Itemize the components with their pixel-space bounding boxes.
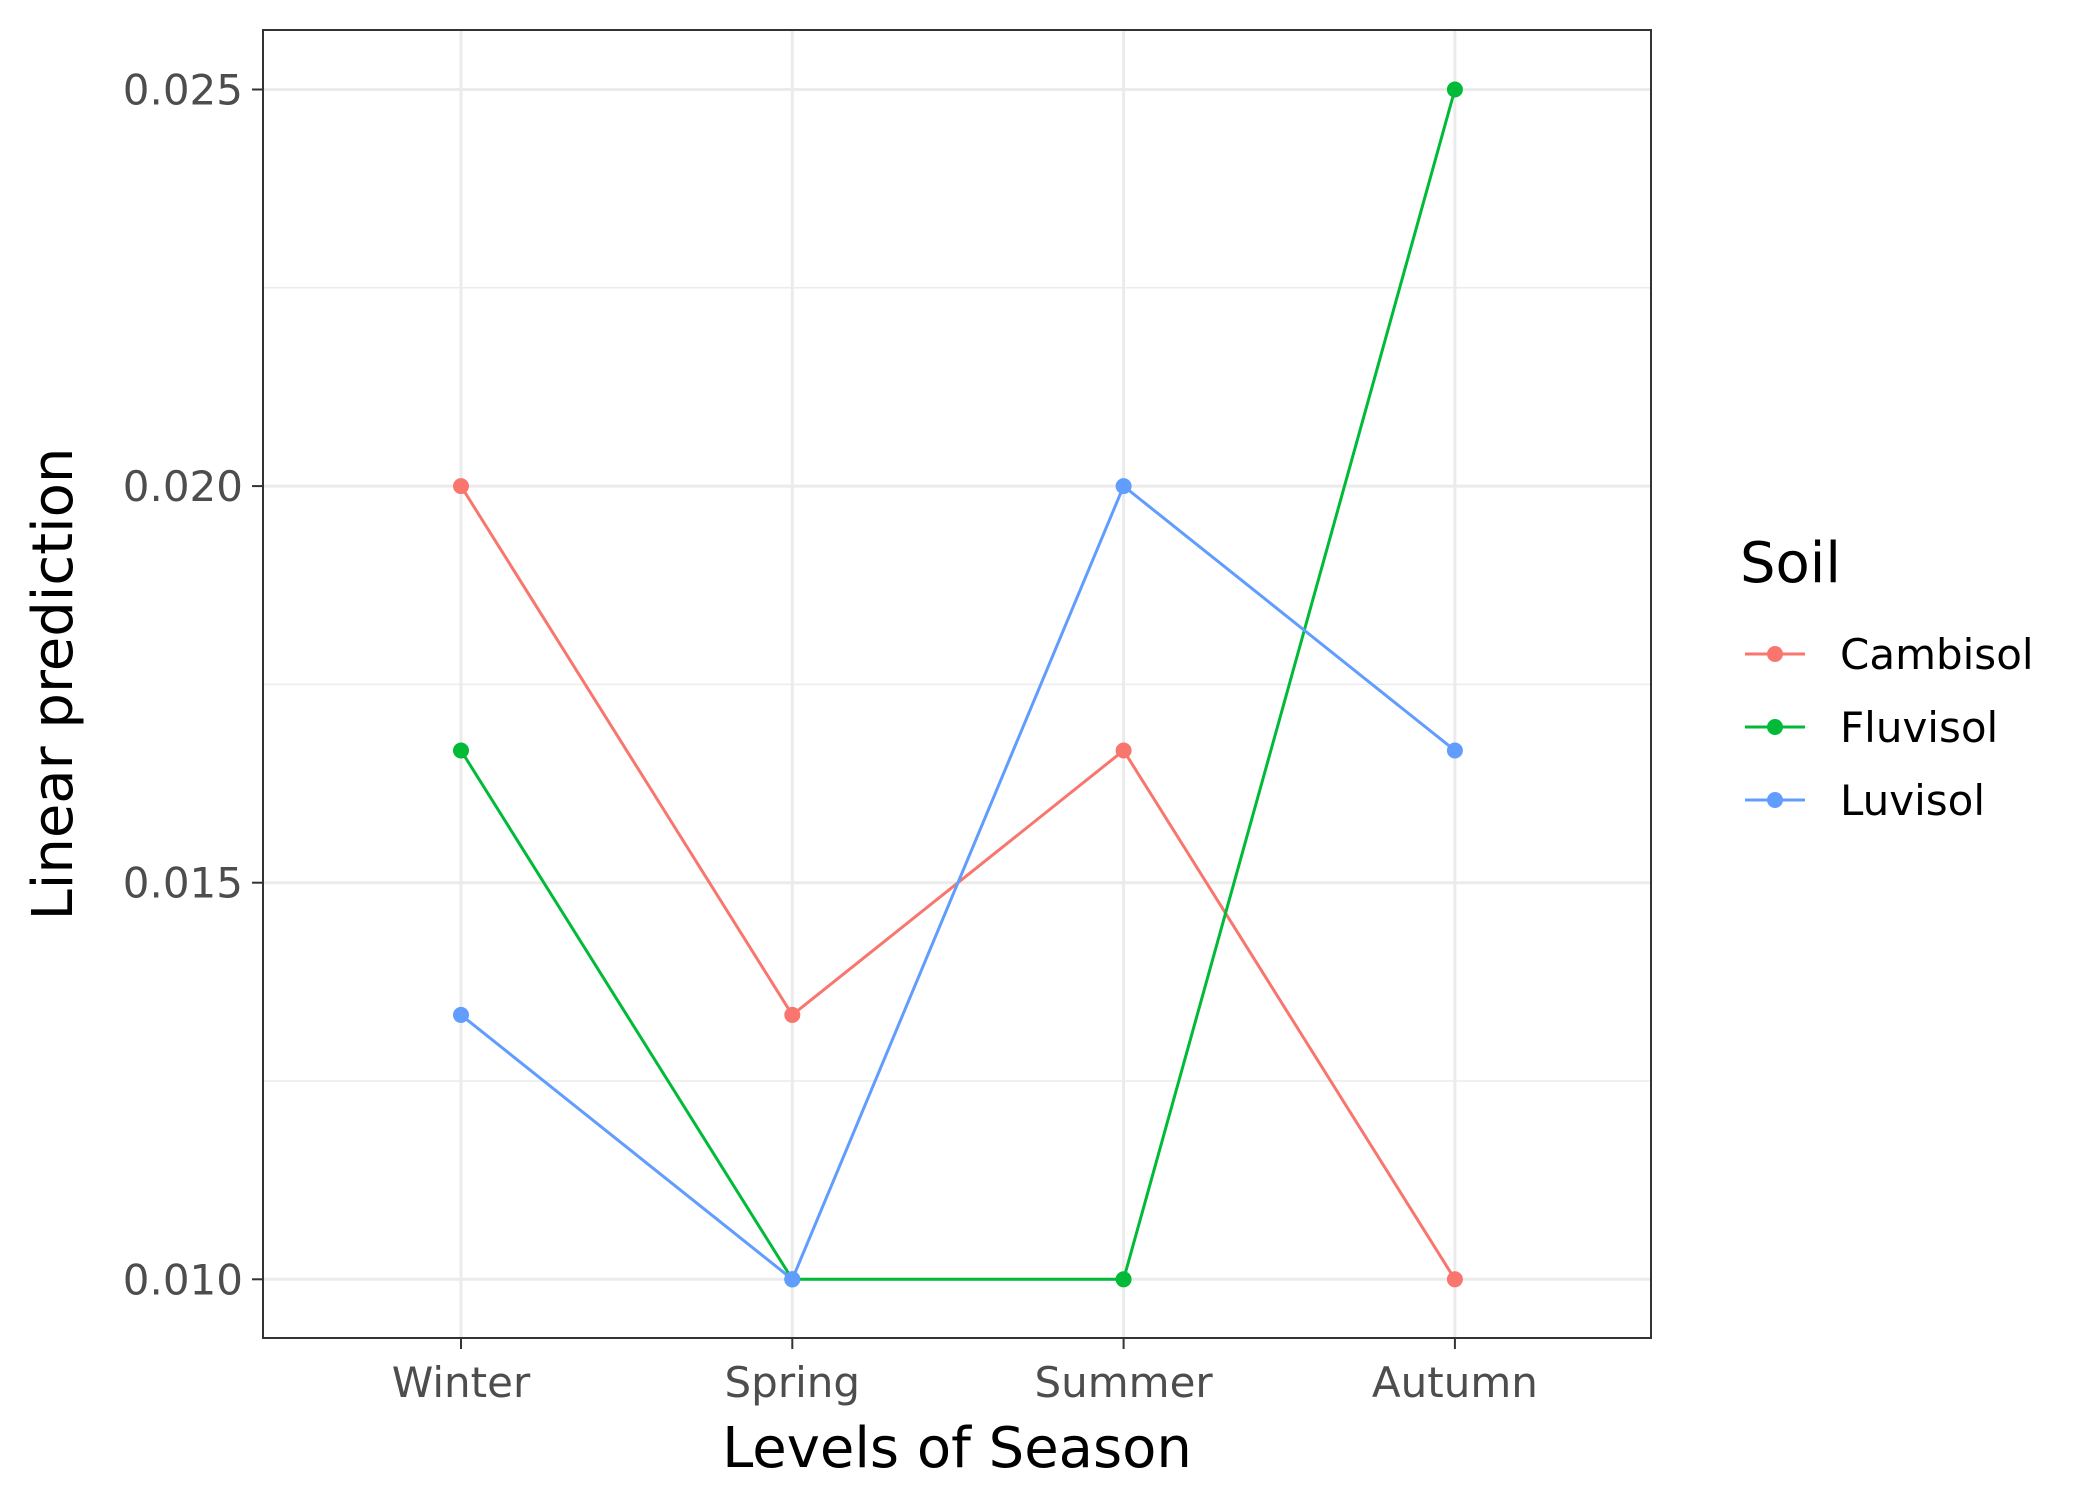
- x-tick-label: Winter: [392, 1358, 531, 1407]
- data-point-fluvisol: [1446, 81, 1463, 98]
- data-point-fluvisol: [453, 742, 469, 759]
- plot-panel-border: [262, 29, 1652, 1339]
- legend-key-point-fluvisol: [1767, 719, 1783, 735]
- axes: 0.010 0.015 0.020 0.025 Winter Spring Summer Au…: [123, 65, 1538, 1407]
- legend-title: Soil: [1740, 531, 1841, 596]
- legend-label-fluvisol: Fluvisol: [1840, 703, 1998, 752]
- y-axis-title: Linear prediction: [21, 448, 86, 921]
- data-point-cambisol: [453, 478, 469, 495]
- data-point-luvisol: [784, 1271, 801, 1288]
- x-axis-title: Levels of Season: [722, 1416, 1192, 1481]
- x-tick-label: Autumn: [1372, 1358, 1538, 1407]
- legend-key-point-cambisol: [1767, 646, 1783, 662]
- data-point-cambisol: [1446, 1271, 1463, 1288]
- y-tick-label: 0.010: [123, 1255, 243, 1304]
- series-points: [453, 81, 1463, 1288]
- data-point-cambisol: [1115, 742, 1132, 759]
- grid-lines: [263, 30, 1651, 1338]
- data-point-luvisol: [1115, 478, 1132, 495]
- y-tick-label: 0.025: [123, 65, 243, 114]
- series-line-fluvisol: [459, 89, 1457, 1281]
- y-tick-label: 0.015: [123, 859, 243, 908]
- series-lines: [459, 89, 1457, 1282]
- legend-label-cambisol: Cambisol: [1840, 630, 2034, 679]
- data-point-cambisol: [784, 1006, 801, 1023]
- legend-key-point-luvisol: [1767, 792, 1783, 808]
- x-tick-label: Summer: [1034, 1358, 1213, 1407]
- legend: Soil Cambisol Fluvisol Luvisol: [1740, 531, 2034, 825]
- x-tick-label: Spring: [725, 1358, 861, 1407]
- data-point-fluvisol: [1115, 1271, 1132, 1288]
- series-line-luvisol: [460, 483, 1456, 1282]
- y-tick-label: 0.020: [123, 462, 243, 511]
- data-point-luvisol: [453, 1006, 469, 1023]
- legend-label-luvisol: Luvisol: [1840, 776, 1985, 825]
- data-point-luvisol: [1446, 742, 1463, 759]
